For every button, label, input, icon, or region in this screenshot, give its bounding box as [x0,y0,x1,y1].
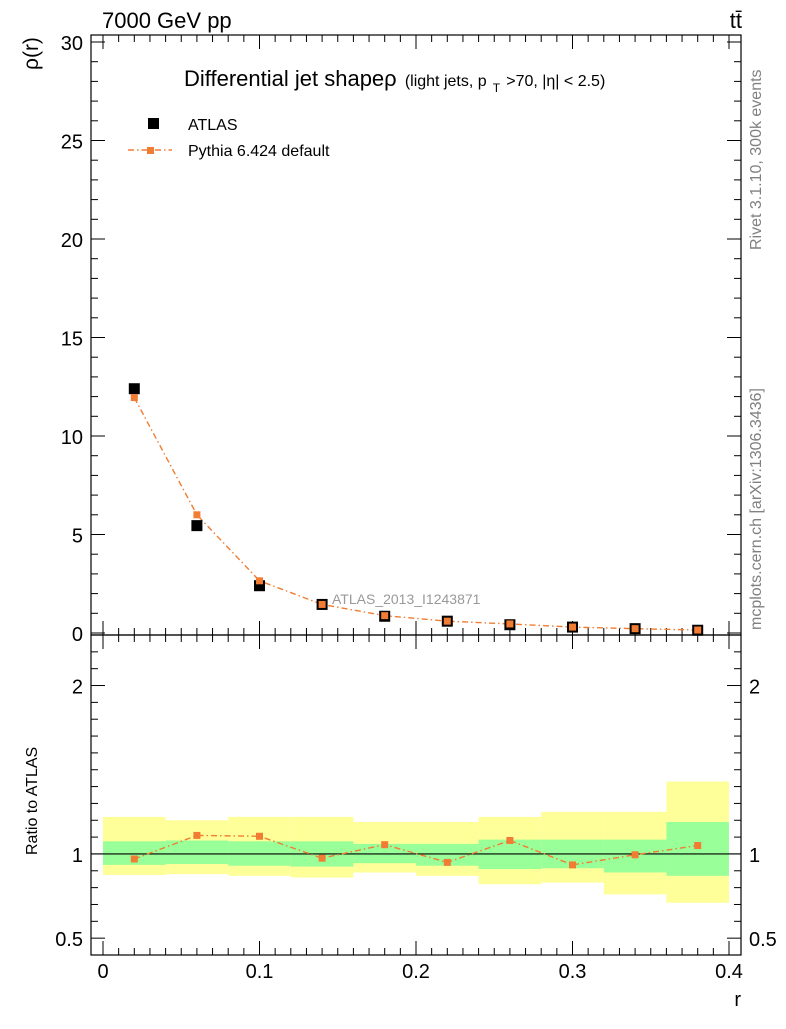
pythia-point [631,625,639,633]
main-y-tick-label: 20 [61,230,83,252]
pythia-point [694,626,702,634]
pythia-point [381,612,389,620]
ratio-y-tick-label: 2 [72,677,83,699]
ratio-panel: Ratio to ATLAS 0.5 0.5 1 1 2 2 0 0.1 0.2 0.3 0.4 r [24,634,777,1011]
pythia-ratio-point [193,831,201,839]
pythia-ratio-point [318,854,326,862]
main-ylabel: ρ(r) [20,37,43,70]
x-axis-label: r [734,989,741,1011]
pythia-ratio-point [443,858,451,866]
main-panel: ρ(r) Differential jet shapeρ (light jets… [20,33,742,646]
ratio-y-tick-label-right: 0.5 [749,929,777,951]
pythia-ratio-curve [134,834,698,866]
pythia-ratio-point [256,832,263,840]
title-rest: >70, |η| < 2.5) [506,73,605,90]
mcplots-label: mcplots.cern.ch [arXiv:1306.3436] [748,388,765,630]
main-y-tick-label: 5 [72,526,83,548]
atlas-data-point [191,520,203,532]
pythia-point [506,620,514,628]
uncertainty-band-inner [165,840,229,865]
atlas-data-point [254,580,265,592]
process-label: tt̄ [730,8,742,33]
energy-label: 7000 GeV pp [102,8,232,33]
main-y-tick-label: 0 [72,624,83,646]
rivet-label: Rivet 3.1.10, 300k events [748,69,765,250]
pythia-ratio-point [506,836,514,844]
pythia-ratio-point [130,855,138,863]
pythia-ratio-point [694,842,702,850]
title-detail: (light jets, p [405,73,487,90]
pythia-point [193,511,201,519]
main-y-tick-label: 25 [61,132,83,154]
pythia-point [130,394,138,402]
main-y-tick-label: 30 [61,33,83,55]
title-subscript: T [493,81,501,95]
uncertainty-band-inner [103,841,166,865]
title-main: Differential jet shapeρ [184,66,397,91]
analysis-watermark: ATLAS_2013_I1243871 [332,591,481,607]
ratio-y-tick-label: 0.5 [55,929,83,951]
pythia-point [318,600,326,608]
x-tick-label: 0.4 [715,961,743,983]
ratio-y-tick-label-right: 1 [749,845,760,867]
atlas-data-point [128,383,140,395]
legend-label-atlas: ATLAS [188,117,238,134]
pythia-point [569,623,576,631]
legend-marker-atlas [148,118,159,129]
legend-label-pythia: Pythia 6.424 default [188,143,330,160]
legend: ATLAS Pythia 6.424 default [128,117,330,160]
ratio-y-tick-label-right: 2 [749,677,760,699]
main-y-tick-label: 15 [61,329,83,351]
legend-marker-pythia [147,147,154,154]
pythia-ratio-point [381,841,389,849]
pythia-ratio-point [569,861,576,869]
pythia-point [256,577,263,585]
pythia-ratio-point [631,851,639,859]
ratio-y-tick-label: 1 [72,845,83,867]
main-y-tick-label: 10 [61,427,83,449]
ratio-ylabel: Ratio to ATLAS [24,747,41,855]
x-tick-label: 0.3 [559,961,587,983]
x-tick-label: 0 [97,961,108,983]
x-tick-label: 0.1 [246,961,274,983]
ratio-frame [90,634,742,956]
x-tick-label: 0.2 [402,961,430,983]
uncertainty-band-inner [416,843,479,866]
pythia-curve [133,397,698,631]
chart-title: Differential jet shapeρ (light jets, p T… [184,66,605,97]
pythia-point [443,617,451,625]
